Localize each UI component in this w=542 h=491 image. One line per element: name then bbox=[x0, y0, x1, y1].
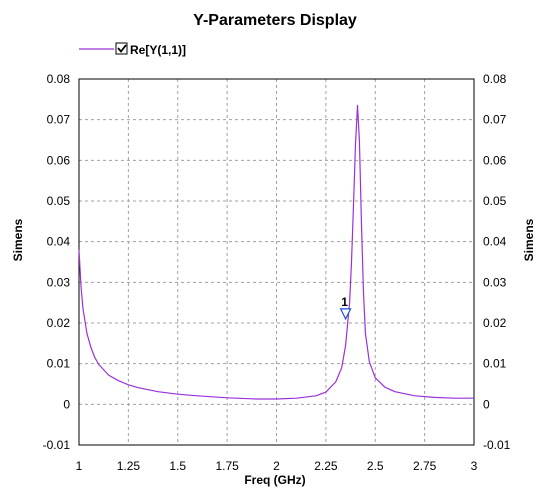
y-tick-label-right: 0 bbox=[483, 397, 490, 411]
y-tick-label-right: 0.07 bbox=[483, 113, 507, 127]
y-tick-label-left: 0 bbox=[63, 397, 70, 411]
x-tick-label: 2.5 bbox=[367, 459, 384, 473]
y-tick-label-left: 0.08 bbox=[47, 72, 71, 86]
x-tick-label: 2 bbox=[273, 459, 280, 473]
y-tick-label-right: -0.01 bbox=[483, 438, 511, 452]
x-tick-label: 3 bbox=[471, 459, 478, 473]
y-tick-label-left: 0.01 bbox=[47, 357, 71, 371]
x-axis: 1 1.25 1.5 1.75 2 2.25 2.5 2.75 3 bbox=[76, 459, 478, 473]
y-tick-label-left: -0.01 bbox=[43, 438, 71, 452]
chart-title: Y-Parameters Display bbox=[193, 12, 357, 29]
legend-checkbox[interactable] bbox=[116, 43, 127, 54]
y-tick-label-left: 0.05 bbox=[47, 194, 71, 208]
x-tick-label: 2.75 bbox=[413, 459, 437, 473]
series-layer bbox=[79, 105, 474, 399]
y-tick-label-right: 0.02 bbox=[483, 316, 507, 330]
legend-label: Re[Y(1,1)] bbox=[130, 43, 186, 57]
x-tick-label: 1.5 bbox=[169, 459, 186, 473]
y-axis-label-left: Simens bbox=[11, 218, 25, 261]
y-tick-label-right: 0.01 bbox=[483, 357, 507, 371]
y-tick-label-right: 0.08 bbox=[483, 72, 507, 86]
y-axis-label-right: Simens bbox=[522, 218, 536, 261]
x-tick-label: 1.75 bbox=[215, 459, 239, 473]
y-axis-left: -0.01 0 0.01 0.02 0.03 0.04 0.05 0.06 0.07 0.08 bbox=[43, 72, 71, 452]
grid bbox=[79, 79, 474, 445]
marker-label: 1 bbox=[341, 295, 348, 309]
legend: Re[Y(1,1)] bbox=[79, 43, 186, 57]
x-tick-label: 1 bbox=[76, 459, 83, 473]
y-tick-label-left: 0.03 bbox=[47, 275, 71, 289]
y-tick-label-right: 0.04 bbox=[483, 235, 507, 249]
x-tick-label: 1.25 bbox=[117, 459, 141, 473]
y-tick-label-left: 0.02 bbox=[47, 316, 71, 330]
y-tick-label-right: 0.03 bbox=[483, 275, 507, 289]
y-tick-label-left: 0.07 bbox=[47, 113, 71, 127]
y-tick-label-right: 0.05 bbox=[483, 194, 507, 208]
x-axis-label: Freq (GHz) bbox=[244, 473, 305, 487]
y-tick-label-left: 0.06 bbox=[47, 153, 71, 167]
y-tick-label-right: 0.06 bbox=[483, 153, 507, 167]
y-tick-label-left: 0.04 bbox=[47, 235, 71, 249]
series-line bbox=[79, 105, 474, 399]
y-axis-right: -0.01 0 0.01 0.02 0.03 0.04 0.05 0.06 0.07 0.08 bbox=[483, 72, 511, 452]
x-tick-label: 2.25 bbox=[314, 459, 338, 473]
